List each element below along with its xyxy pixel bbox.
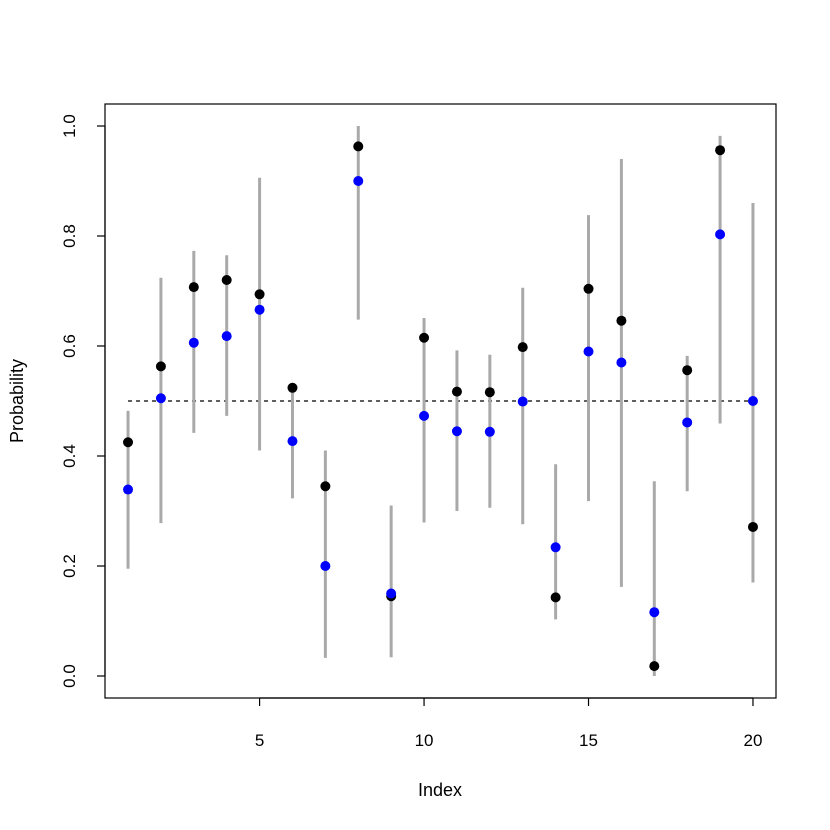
point-black [155,361,166,372]
point-black [616,315,627,326]
point-blue [715,229,726,240]
point-blue [419,410,430,421]
point-blue [451,426,462,437]
point-black [353,141,364,152]
y-tick-label: 0.2 [60,554,79,578]
point-blue [320,561,331,571]
y-tick-label: 0.0 [60,664,79,688]
x-tick-label: 10 [415,731,434,750]
point-black [715,145,726,156]
point-black [747,521,758,532]
x-tick-label: 5 [255,731,264,750]
x-axis-title: Index [418,780,462,800]
point-black [451,386,462,397]
point-blue [353,176,364,186]
point-blue [386,588,397,599]
point-layer [123,141,758,672]
point-black [254,289,265,300]
point-blue [649,607,660,618]
x-tick-label: 20 [744,731,763,750]
y-tick-label: 1.0 [60,114,79,138]
point-black [550,592,561,603]
point-blue [287,436,298,447]
x-tick-label: 15 [579,731,598,750]
point-black [682,365,693,376]
point-blue [682,417,693,428]
point-black [287,382,298,393]
point-black [517,342,528,353]
point-blue [221,331,232,342]
point-blue [254,304,265,315]
point-black [188,282,199,293]
point-black [320,481,331,492]
y-tick-label: 0.8 [60,224,79,248]
point-blue [484,426,495,437]
point-blue [747,396,758,406]
point-black [649,661,660,672]
point-black [419,332,430,343]
point-blue [188,337,199,348]
y-tick-label: 0.4 [60,444,79,468]
y-axis-title: Probability [7,359,27,443]
point-blue [123,484,134,495]
point-blue [517,396,528,407]
x-axis: 5 10 15 20 [255,697,763,750]
y-tick-label: 0.6 [60,334,79,358]
point-blue [550,542,561,553]
point-blue [155,393,166,404]
point-black [221,275,232,285]
point-blue [583,346,594,357]
y-axis: 0.0 0.2 0.4 0.6 0.8 1.0 [60,114,106,688]
point-blue [616,357,627,368]
point-black [123,437,134,448]
point-black [484,387,495,398]
point-black [583,283,594,294]
